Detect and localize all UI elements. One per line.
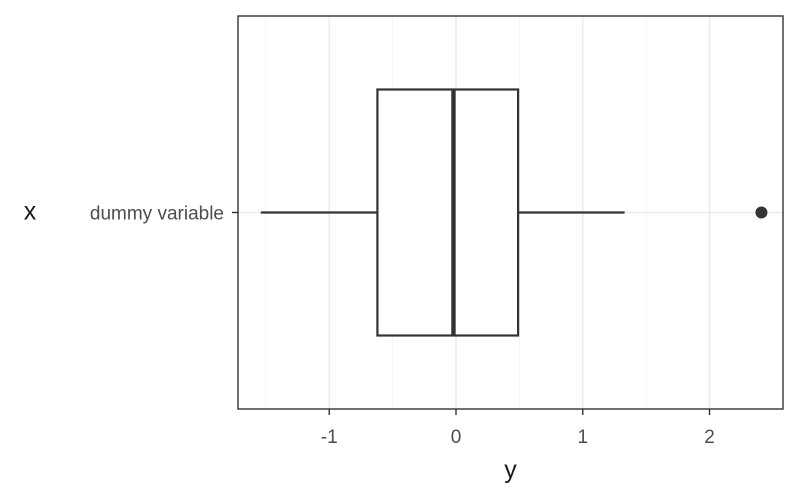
axes: -1 0 1 2 dummy variable bbox=[90, 204, 715, 449]
y-tick-label: dummy variable bbox=[90, 204, 224, 225]
outlier-point bbox=[755, 206, 768, 219]
boxplot-series bbox=[260, 88, 768, 337]
x-axis-title: y bbox=[504, 456, 517, 484]
x-tick-label: -1 bbox=[321, 427, 338, 448]
iqr-box bbox=[376, 88, 520, 337]
x-tick-label: 0 bbox=[451, 427, 462, 448]
x-tick-label: 2 bbox=[704, 427, 715, 448]
y-axis-title: x bbox=[24, 198, 37, 226]
x-tick-label: 1 bbox=[577, 427, 588, 448]
boxplot-layer bbox=[260, 88, 768, 337]
